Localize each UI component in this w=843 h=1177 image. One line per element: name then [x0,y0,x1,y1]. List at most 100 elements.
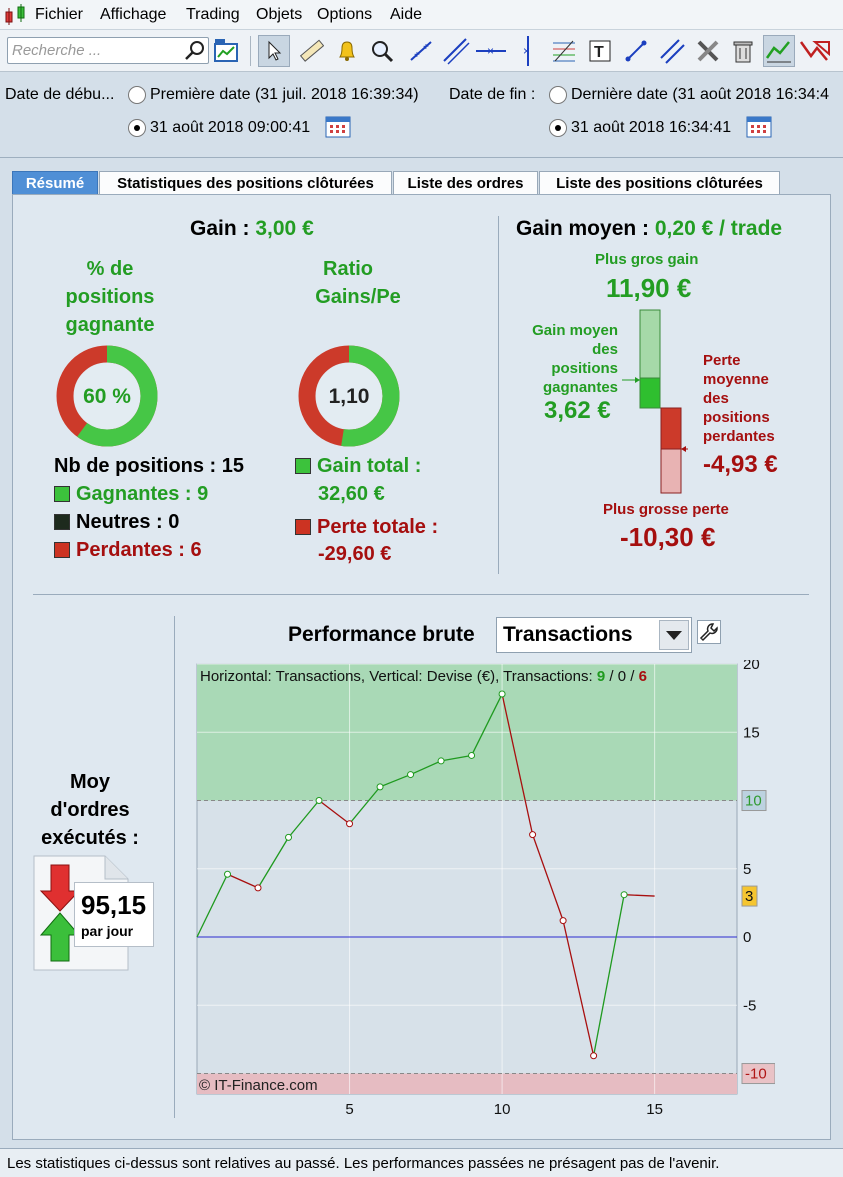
tools-icon[interactable] [692,35,724,67]
avg-loss-value: -4,93 € [703,451,778,478]
channel-line-icon[interactable] [440,35,472,67]
vertical-line-icon[interactable]: × [512,35,544,67]
line-segment [410,760,442,776]
data-point [224,870,232,878]
tab-closed-positions[interactable]: Liste des positions clôturées [539,171,780,195]
show-positions-icon[interactable] [763,35,795,67]
menu-affichage[interactable]: Affichage [100,6,167,23]
menu-fichier[interactable]: Fichier [35,6,84,23]
text-tool-icon[interactable]: T [584,35,616,67]
data-point [498,690,506,698]
orders-label: Moy d'ordres exécutés : [41,771,139,849]
performance-select[interactable]: Transactions [496,617,692,653]
tab-closed-stats[interactable]: Statistiques des positions clôturées [99,171,392,195]
line-segment [624,894,655,897]
svg-text:+: + [414,50,420,61]
search-icon[interactable] [184,40,206,62]
svg-text:T: T [594,44,604,61]
gain-total: Gain total : [295,455,421,478]
y-axis-ticks: 20 15 5 0 -5 [743,660,760,1014]
average-gain-title: Gain moyen : 0,20 € / trade [516,217,783,240]
chart-header: Horizontal: Transactions, Vertical: Devi… [200,668,647,685]
orders-value-box: 95,15 par jour [74,882,154,947]
tab-resume[interactable]: Résumé [12,171,98,195]
avg-win-value: 3,62 € [544,397,611,424]
end-calendar-icon[interactable] [746,114,772,138]
data-point [437,757,445,765]
avg-loss-label: Perte moyenne des positions perdantes [703,352,775,445]
wrench-icon [699,623,718,642]
app-candlestick-icon [5,4,25,25]
copyright: © IT-Finance.com [199,1077,318,1094]
data-point [346,820,354,828]
new-chart-icon[interactable] [210,35,242,67]
start-date-value[interactable]: 31 août 2018 09:00:41 [150,119,311,136]
first-date-option[interactable]: Première date (31 juil. 2018 16:39:34) [150,86,419,103]
horizontal-line-icon[interactable]: × [475,35,507,67]
loss-total-value: -29,60 € [318,543,392,565]
best-gain-value: 11,90 € [606,273,692,303]
data-point [376,783,384,791]
chevron-down-icon [666,631,682,640]
first-date-radio[interactable] [128,86,146,104]
win-count: 9 [597,668,605,685]
ruler-icon[interactable] [295,35,327,67]
nb-positions: Nb de positions : 15 [54,455,245,477]
pointer-icon[interactable] [258,35,290,67]
line-segment [288,800,320,838]
losers-count: Perdantes : 6 [54,539,202,562]
performance-select-value: Transactions [503,623,633,646]
line-segment [227,873,259,889]
divider [498,216,499,574]
neutral-count: Neutres : 0 [54,511,179,534]
gain-loss-bars [622,309,688,494]
menu-aide[interactable]: Aide [390,6,423,23]
loss-total: Perte totale : [295,516,438,539]
start-date-radio[interactable] [128,119,146,137]
trash-icon[interactable] [727,35,759,67]
y-tick-label: 5 [743,861,751,878]
last-date-radio[interactable] [549,86,567,104]
search-input[interactable] [7,37,209,64]
winners-count: Gagnantes : 9 [54,483,208,506]
last-value-label-bg [741,885,758,907]
data-point [407,771,415,779]
ratio-label: Ratio Gains/Pe [315,258,401,308]
gain-total-value: 32,60 € [318,483,385,505]
menu-options[interactable]: Options [317,6,373,23]
data-point [254,884,262,892]
tab-orders-list[interactable]: Liste des ordres [393,171,538,195]
x-tick-label: 15 [646,1101,663,1118]
best-gain-label: Plus gros gain [595,251,699,268]
loss-count: 6 [639,668,647,685]
y-tick-label: 20 [743,660,760,673]
segment-points-icon[interactable] [620,35,652,67]
last-date-option[interactable]: Dernière date (31 août 2018 16:34:4 [571,86,829,103]
orders-unit: par jour [81,923,134,939]
menu-bar: Fichier Affichage Trading Objets Options… [0,0,843,30]
svg-text:+: + [423,42,429,53]
dropdown-arrow[interactable] [659,620,689,650]
end-date-value[interactable]: 31 août 2018 16:34:41 [571,119,732,136]
toolbar: ++ × × T [0,30,843,72]
left-divider [174,616,175,1118]
menu-objets[interactable]: Objets [256,6,303,23]
start-calendar-icon[interactable] [325,114,351,138]
menu-trading[interactable]: Trading [186,6,240,23]
line-segment [592,894,625,1056]
end-date-radio[interactable] [549,119,567,137]
y-tick-label: 0 [743,929,751,946]
fibonacci-icon[interactable] [548,35,580,67]
trend-line-icon[interactable]: + + [405,35,437,67]
chart-settings-button[interactable] [697,620,721,644]
win-pct-gauge: 60 % [56,345,158,447]
performance-points [224,690,628,1060]
parallel-lines-icon[interactable] [656,35,688,67]
zoom-icon[interactable] [366,35,398,67]
line-segment [318,799,350,825]
hide-positions-icon[interactable] [799,35,831,67]
line-segment [196,873,229,938]
line-segment [470,693,503,756]
disclaimer-text: Les statistiques ci-dessus sont relative… [7,1155,720,1172]
alert-bell-icon[interactable] [331,35,363,67]
